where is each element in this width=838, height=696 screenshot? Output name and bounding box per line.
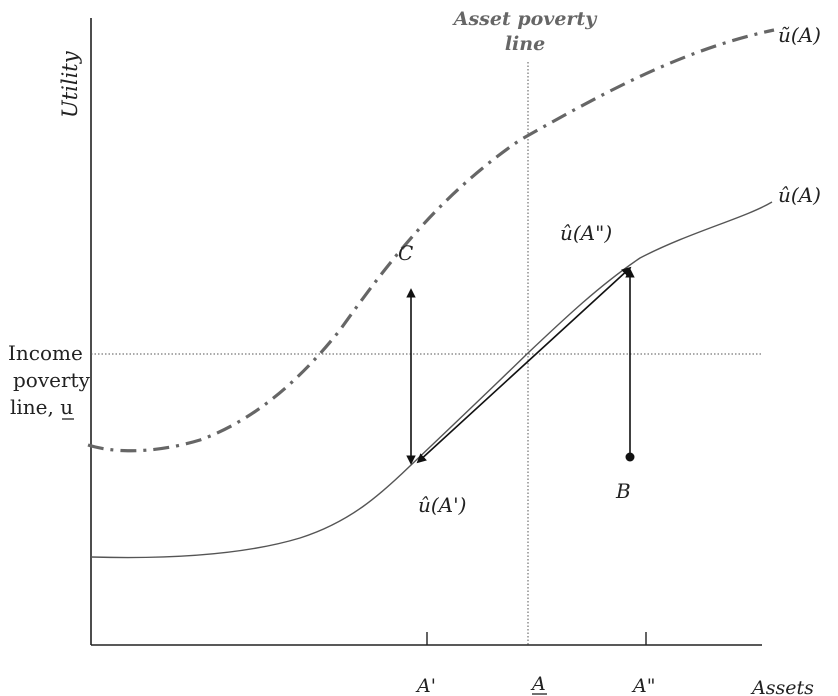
x-axis-label: Assets <box>750 677 814 696</box>
income-poverty-label-3: line, u <box>10 395 73 419</box>
upper-curve-label: ũ(A) <box>778 23 821 47</box>
lower-curve-label: û(A) <box>778 183 821 207</box>
u-hat-a-prime-label: û(A') <box>418 493 466 517</box>
y-axis-label: Utility <box>58 50 82 118</box>
u-hat-a-double-prime-label: û(A") <box>560 221 612 245</box>
income-poverty-label-2: poverty <box>13 368 91 392</box>
upper-utility-curve <box>87 28 775 453</box>
point-c-label: C <box>398 241 413 265</box>
diagonal-double-arrow <box>416 266 632 464</box>
income-poverty-label-3-prefix: line, <box>10 395 60 419</box>
income-poverty-label-3-symbol: u <box>60 395 73 419</box>
income-poverty-label-1: Income <box>8 341 83 365</box>
x-tick-label-a-prime: A' <box>415 675 436 696</box>
asset-poverty-title-2: line <box>505 33 545 55</box>
x-tick-label-a: A <box>530 673 546 695</box>
x-tick-label-a-double-prime: A" <box>631 675 655 696</box>
asset-poverty-title-1: Asset poverty <box>452 8 598 30</box>
point-b-label: B <box>615 479 631 503</box>
point-b-dot <box>625 452 635 462</box>
